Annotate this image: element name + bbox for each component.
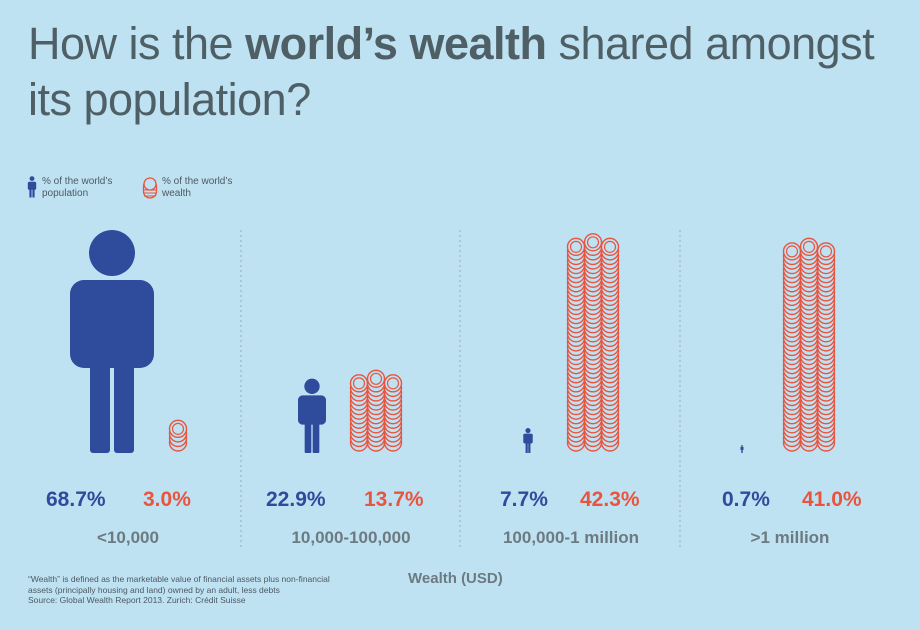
wealth-value-label: 42.3% [580,488,640,511]
wealth-mark-2 [349,369,403,452]
wealth-mark-3 [566,233,620,452]
legend-item-population: % of the world’s population [26,176,132,200]
footnote-line-1: “Wealth” is defined as the marketable va… [28,574,330,584]
group-dividers [240,230,681,550]
population-mark-1 [70,230,154,453]
population-value-label: 0.7% [722,488,770,511]
category-label: >1 million [751,528,830,547]
legend-item-wealth: % of the world’s wealth [142,176,252,200]
population-value-label: 68.7% [46,488,106,511]
coin-stack-icon [142,177,158,199]
wealth-value-label: 3.0% [143,488,191,511]
population-value-label: 22.9% [266,488,326,511]
population-mark-2 [298,378,326,453]
category-label: 10,000-100,000 [291,528,410,547]
footnote-source: Source: Global Wealth Report 2013. Zuric… [28,595,246,605]
population-value-label: 7.7% [500,488,548,511]
title-part-1: How is the [28,18,246,69]
category-label: <10,000 [97,528,159,547]
footnote-line-2: assets (principally housing and land) ow… [28,584,280,595]
population-mark-4 [740,445,744,453]
footnote: “Wealth” is defined as the marketable va… [28,574,378,606]
population-mark-3 [523,428,533,453]
chart-labels: 68.7% 22.9% 7.7% 0.7% 3.0% 13.7% 42.3% 41.0% <10… [46,488,862,547]
legend-label-wealth: % of the world’s wealth [162,176,233,199]
person-icon [27,176,37,198]
legend-label-population: % of the world’s population [42,176,113,199]
title-part-2: shared amongst its population? [28,18,875,125]
category-label: 100,000-1 million [503,528,639,547]
chart-marks [70,230,836,453]
wealth-value-label: 41.0% [802,488,862,511]
wealth-mark-1 [168,419,188,452]
chart-title: How is the world’s wealth shared amongst… [28,16,888,128]
title-bold: world’s wealth [245,18,547,69]
x-axis-label: Wealth (USD) [408,570,503,587]
wealth-value-label: 13.7% [364,488,424,511]
wealth-mark-4 [782,237,836,452]
wealth-chart: 68.7% 22.9% 7.7% 0.7% 3.0% 13.7% 42.3% 41.0% <10… [46,230,862,550]
